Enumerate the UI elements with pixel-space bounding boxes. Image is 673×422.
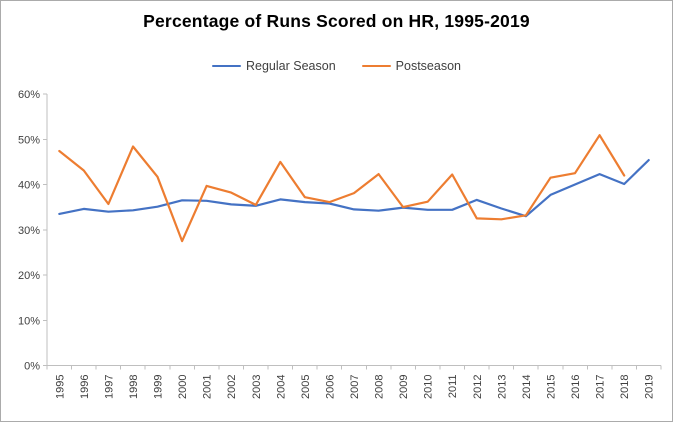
x-tick-label: 1999 (153, 375, 165, 399)
x-tick-label: 2016 (570, 375, 582, 399)
x-tick-label: 2013 (496, 375, 508, 399)
chart-title: Percentage of Runs Scored on HR, 1995-20… (143, 11, 530, 31)
legend: Regular Season Postseason (1, 59, 672, 73)
y-tick-label: 50% (18, 134, 40, 146)
x-tick-label: 2009 (398, 375, 410, 399)
legend-line-swatch-postseason-icon (361, 64, 391, 68)
y-tick-label: 0% (24, 361, 40, 373)
y-tick-label: 20% (18, 270, 40, 282)
x-tick-label: 2003 (251, 375, 263, 399)
y-tick-label: 30% (18, 225, 40, 237)
x-tick-label: 2019 (644, 375, 656, 399)
x-tick-label: 1995 (54, 375, 66, 399)
postseason-line (58, 134, 626, 243)
legend-item-regular-season: Regular Season (212, 59, 336, 73)
x-tick-label: 2015 (545, 375, 557, 399)
x-tick-label: 2010 (423, 375, 435, 399)
x-tick-label: 2000 (177, 375, 189, 399)
x-tick-label: 2004 (275, 375, 287, 399)
x-tick-label: 2006 (324, 375, 336, 399)
x-tick-label: 2007 (349, 375, 361, 399)
y-tick-label: 60% (18, 89, 40, 101)
legend-label-postseason: Postseason (395, 59, 461, 73)
legend-line-swatch-regular-season-icon (212, 64, 241, 68)
x-tick-label: 2012 (472, 375, 484, 399)
x-tick-label: 2008 (374, 375, 386, 399)
x-tick-label: 2001 (202, 375, 214, 399)
x-tick-label: 1996 (79, 375, 91, 399)
y-tick-label: 40% (18, 180, 40, 192)
x-tick-label: 2014 (521, 375, 533, 399)
x-tick-label: 2005 (300, 375, 312, 399)
legend-item-postseason: Postseason (361, 59, 461, 73)
x-tick-label: 2011 (447, 375, 459, 399)
legend-label-regular-season: Regular Season (246, 59, 336, 73)
x-tick-label: 1998 (128, 375, 140, 399)
y-tick-label: 10% (18, 315, 40, 327)
x-tick-label: 2017 (595, 375, 607, 399)
x-tick-label: 2018 (619, 375, 631, 399)
x-tick-label: 1997 (103, 375, 115, 399)
regular-season-line (58, 159, 650, 218)
x-tick-label: 2002 (226, 375, 238, 399)
